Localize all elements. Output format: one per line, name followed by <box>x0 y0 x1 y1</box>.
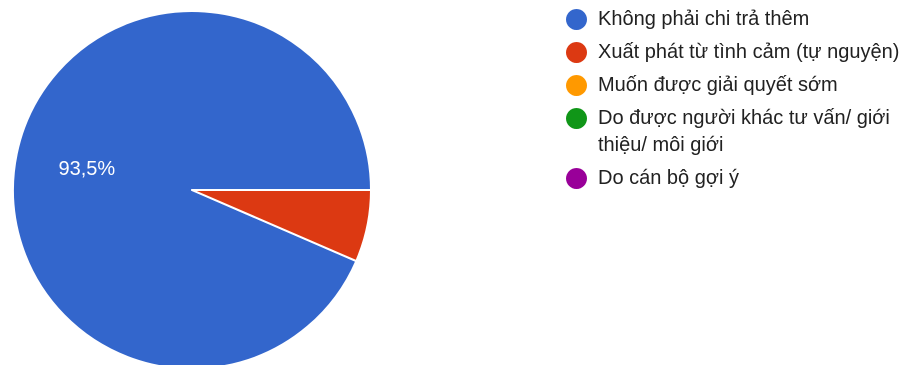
legend-item-3[interactable]: Muốn được giải quyết sớm <box>566 72 906 99</box>
legend: Không phải chi trả thêm Xuất phát từ tình… <box>566 6 906 198</box>
legend-item-5[interactable]: Do cán bộ gợi ý <box>566 165 906 192</box>
legend-swatch-icon <box>566 42 587 63</box>
pie-plot-area: 93,5% <box>12 10 372 365</box>
legend-swatch-icon <box>566 75 587 96</box>
legend-label: Xuất phát từ tình cảm (tự nguyện) <box>598 41 900 63</box>
legend-swatch-icon <box>566 108 587 129</box>
legend-swatch-icon <box>566 9 587 30</box>
legend-swatch-icon <box>566 168 587 189</box>
pie-slice-2 <box>191 189 372 263</box>
legend-label: Không phải chi trả thêm <box>598 8 810 30</box>
legend-label: Do được người khác tư vấn/ giới thiệu/ m… <box>598 107 890 156</box>
legend-label: Do cán bộ gợi ý <box>598 167 739 189</box>
legend-item-2[interactable]: Xuất phát từ tình cảm (tự nguyện) <box>566 39 906 66</box>
pie-slice-1 <box>12 10 372 365</box>
slice-label-1: 93,5% <box>58 158 115 180</box>
legend-item-4[interactable]: Do được người khác tư vấn/ giới thiệu/ m… <box>566 105 906 159</box>
legend-item-1[interactable]: Không phải chi trả thêm <box>566 6 906 33</box>
legend-label: Muốn được giải quyết sớm <box>598 74 838 96</box>
